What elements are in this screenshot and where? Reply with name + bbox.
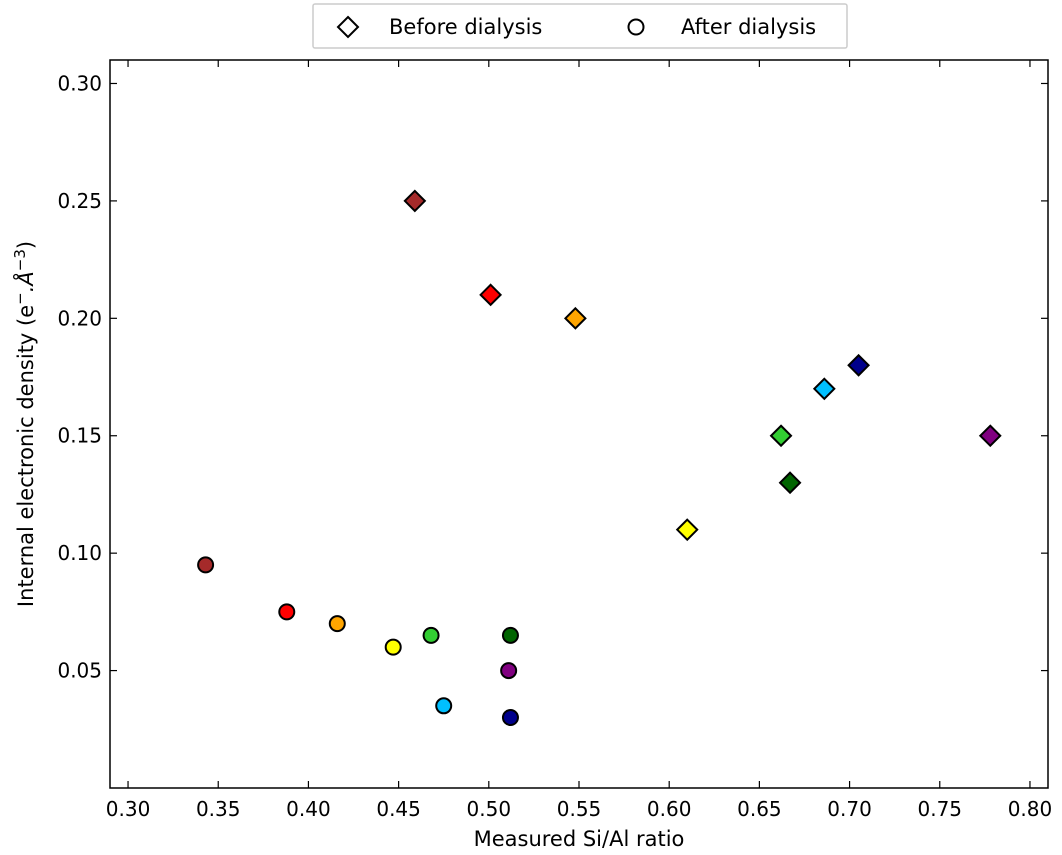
legend-marker-diamond bbox=[336, 15, 360, 39]
legend-circle-icon bbox=[627, 18, 645, 36]
x-tick-label: 0.75 bbox=[918, 797, 963, 821]
legend-marker-circle bbox=[627, 18, 645, 36]
legend-box bbox=[312, 3, 848, 49]
data-points bbox=[197, 189, 1002, 727]
data-point-circle bbox=[500, 662, 518, 680]
data-point-circle bbox=[501, 626, 519, 644]
data-point-diamond bbox=[778, 471, 802, 495]
y-axis-ticks: 0.05 0.10 0.15 0.20 0.25 0.30 bbox=[57, 71, 1048, 683]
data-point-circle bbox=[384, 638, 402, 656]
data-point-circle bbox=[422, 626, 440, 644]
data-point-diamond bbox=[479, 283, 503, 307]
x-tick-label: 0.65 bbox=[737, 797, 782, 821]
data-point-diamond bbox=[675, 518, 699, 542]
x-tick-label: 0.80 bbox=[1008, 797, 1053, 821]
x-tick-label: 0.50 bbox=[467, 797, 512, 821]
plot-area-frame bbox=[109, 59, 1049, 789]
x-tick-label: 0.60 bbox=[647, 797, 692, 821]
data-point-circle bbox=[328, 615, 346, 633]
y-axis-label-sup1: − bbox=[11, 292, 29, 305]
y-tick-label: 0.25 bbox=[57, 189, 102, 213]
x-tick-label: 0.70 bbox=[827, 797, 872, 821]
y-tick-label: 0.30 bbox=[57, 71, 102, 95]
x-tick-label: 0.30 bbox=[106, 797, 151, 821]
x-tick-label: 0.40 bbox=[286, 797, 331, 821]
data-point-diamond bbox=[563, 306, 587, 330]
data-point-circle bbox=[278, 603, 296, 621]
data-point-circle bbox=[197, 556, 215, 574]
y-tick-label: 0.05 bbox=[57, 659, 102, 683]
x-axis-ticks: 0.30 0.35 0.40 0.45 0.50 0.55 0.60 0.65 0.70 0.75… bbox=[106, 60, 1052, 821]
data-point-diamond bbox=[769, 424, 793, 448]
legend: Before dialysis After dialysis bbox=[312, 3, 848, 49]
y-tick-label: 0.20 bbox=[57, 306, 102, 330]
data-point-circle bbox=[501, 709, 519, 727]
y-tick-label: 0.10 bbox=[57, 541, 102, 565]
data-point-diamond bbox=[812, 377, 836, 401]
data-point-circle bbox=[435, 697, 453, 715]
y-tick-label: 0.15 bbox=[57, 424, 102, 448]
y-axis-label-close: ) bbox=[14, 241, 38, 249]
x-tick-label: 0.55 bbox=[557, 797, 602, 821]
x-tick-label: 0.45 bbox=[376, 797, 421, 821]
legend-label-after-dialysis: After dialysis bbox=[681, 15, 816, 39]
x-axis-label: Measured Si/Al ratio bbox=[474, 827, 685, 851]
data-point-diamond bbox=[978, 424, 1002, 448]
y-axis-label-main: Internal electronic density (e bbox=[14, 305, 38, 607]
legend-label-before-dialysis: Before dialysis bbox=[389, 15, 542, 39]
data-point-diamond bbox=[403, 189, 427, 213]
data-point-diamond bbox=[847, 353, 871, 377]
y-axis-label-mid: .Å bbox=[12, 271, 38, 292]
y-axis-label: Internal electronic density (e−.Å−3) bbox=[11, 241, 38, 607]
legend-diamond-icon bbox=[336, 15, 360, 39]
y-axis-label-sup2: −3 bbox=[11, 249, 29, 271]
x-tick-label: 0.35 bbox=[196, 797, 241, 821]
